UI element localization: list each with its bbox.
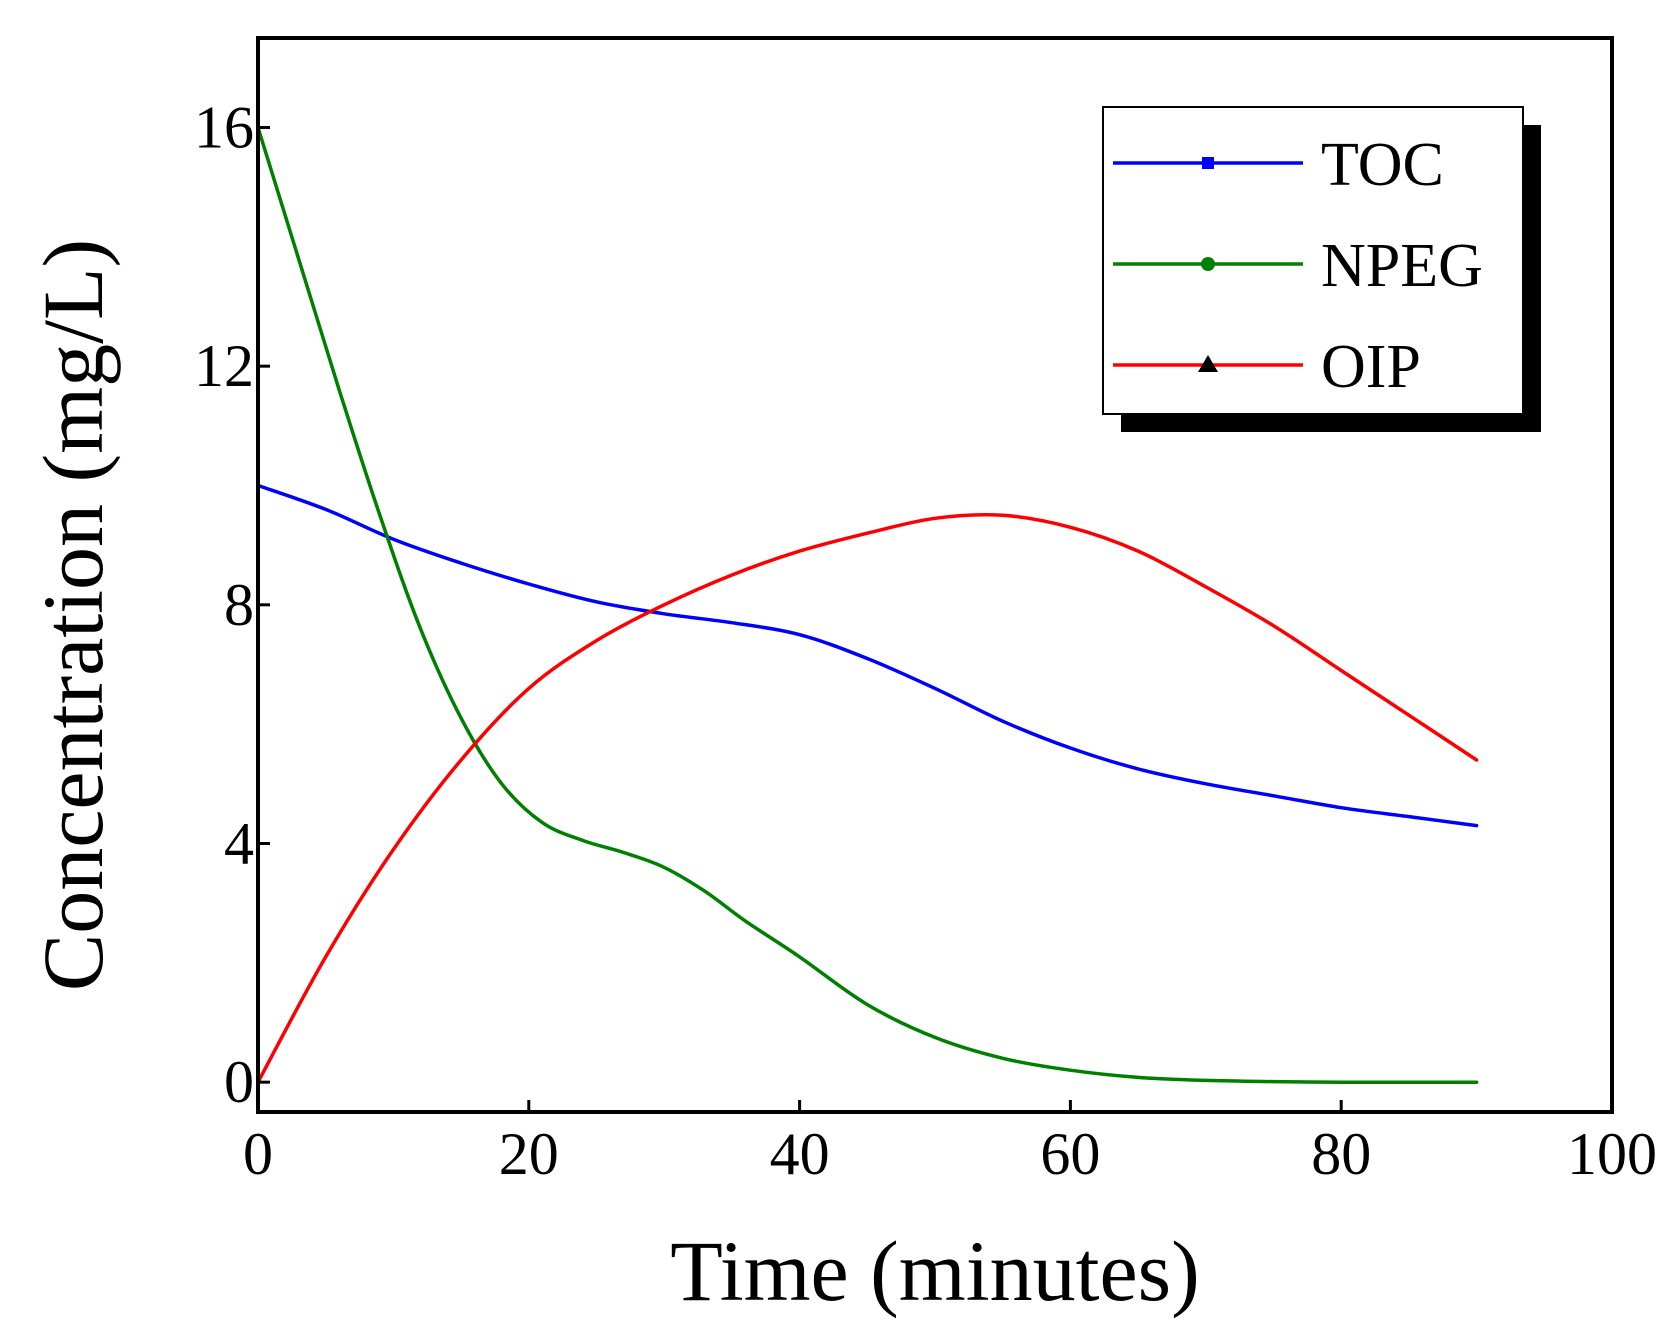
triangle-marker-icon: [1198, 355, 1218, 372]
y-tick-label: 4: [224, 811, 254, 877]
x-tick-label: 60: [1040, 1121, 1100, 1187]
plot-lines: [256, 125, 1479, 1084]
x-tick-label: 20: [499, 1121, 559, 1187]
x-tick-label: 80: [1311, 1121, 1371, 1187]
x-axis: 0 20 40 60 80 100: [243, 1100, 1657, 1187]
series-line-toc: [256, 483, 1479, 828]
series-line-oip: [256, 512, 1479, 1084]
x-tick-label: 0: [243, 1121, 273, 1187]
x-tick-label: 100: [1567, 1121, 1657, 1187]
legend-label: NPEG: [1321, 232, 1483, 300]
y-axis: 0 4 8 12 16: [194, 95, 270, 1115]
y-tick-label: 0: [224, 1049, 254, 1115]
legend-box: [1102, 106, 1524, 415]
y-tick-label: 16: [194, 95, 254, 161]
x-tick-label: 40: [770, 1121, 830, 1187]
y-tick-label: 8: [224, 572, 254, 638]
legend-item-toc: TOC: [1113, 131, 1444, 199]
x-axis-title: Time (minutes): [670, 1223, 1200, 1319]
legend-item-oip: OIP: [1113, 333, 1421, 401]
square-marker-icon: [1202, 157, 1214, 169]
plot-frame: [256, 36, 1614, 1114]
circle-marker-icon: [1201, 257, 1215, 271]
series-line-npeg: [256, 125, 1479, 1084]
legend-item-npeg: NPEG: [1113, 232, 1483, 300]
legend: TOC NPEG OIP: [1102, 106, 1541, 432]
legend-label: TOC: [1321, 131, 1444, 199]
legend-label: OIP: [1321, 333, 1421, 401]
y-tick-label: 12: [194, 333, 254, 399]
y-axis-title: Concentration (mg/L): [25, 239, 121, 991]
